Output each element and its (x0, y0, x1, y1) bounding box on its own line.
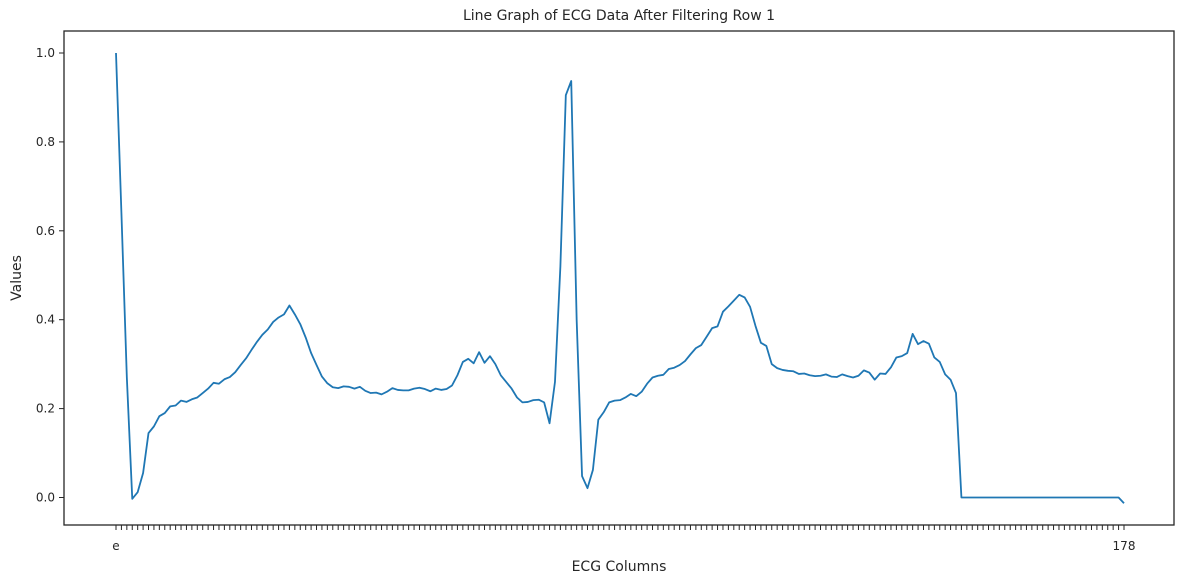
y-axis-label: Values (9, 255, 25, 301)
plot-frame (63, 30, 1175, 526)
y-tick-label: 0.6 (36, 224, 55, 238)
x-axis: e 178 (112, 525, 1135, 553)
y-axis: 0.0 0.2 0.4 0.6 0.8 1.0 (36, 46, 64, 505)
chart-title: Line Graph of ECG Data After Filtering R… (463, 8, 775, 24)
x-tick-label: e (112, 539, 119, 553)
series-line (115, 52, 1125, 504)
y-tick-label: 0.2 (36, 402, 55, 416)
y-tick-label: 0.4 (36, 313, 55, 327)
y-tick-label: 0.8 (36, 135, 55, 149)
x-axis-label: ECG Columns (572, 559, 667, 575)
y-tick-label: 0.0 (36, 491, 55, 505)
y-tick-label: 1.0 (36, 46, 55, 60)
x-tick-label: 178 (1113, 539, 1136, 553)
